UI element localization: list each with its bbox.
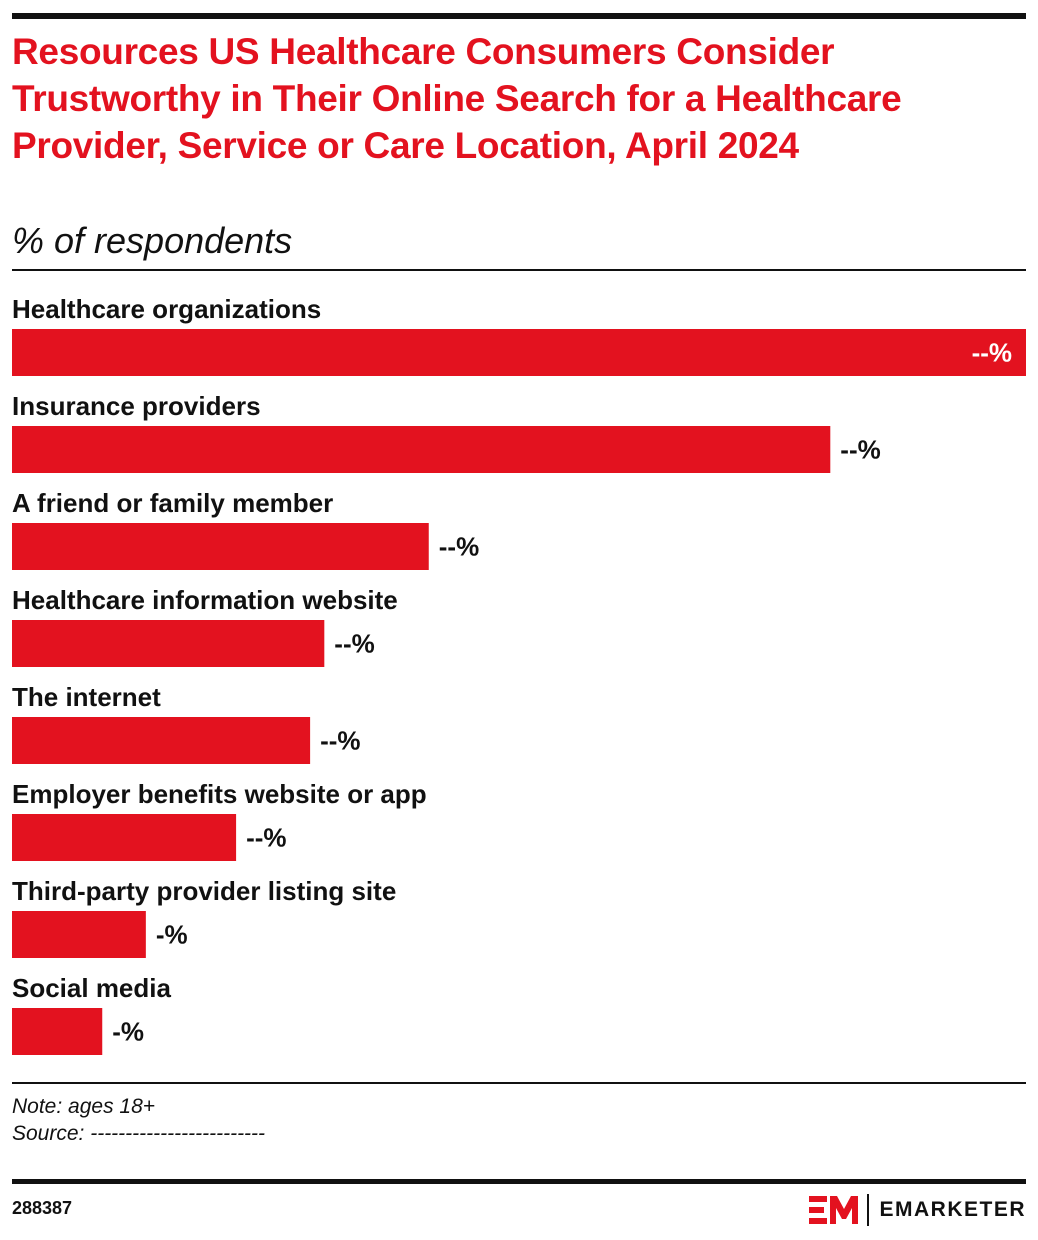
category-label-the-internet: The internet: [12, 682, 161, 712]
brand-logo: EMARKETER: [809, 1192, 1026, 1228]
value-label-a-friend-or-family-member: --%: [439, 532, 479, 562]
category-label-healthcare-organizations: Healthcare organizations: [12, 294, 321, 324]
note-text: Note: ages 18+: [12, 1095, 156, 1118]
bar-healthcare-information-website: [12, 620, 325, 667]
value-label-healthcare-information-website: --%: [334, 629, 374, 659]
chart-subtitle: % of respondents: [12, 220, 293, 261]
source-text: Source: -------------------------: [12, 1122, 266, 1145]
bar-social-media: [12, 1008, 103, 1055]
category-label-employer-benefits-website-or-app: Employer benefits website or app: [12, 779, 427, 809]
category-label-insurance-providers: Insurance providers: [12, 391, 261, 421]
chart-notes: Note: ages 18+ Source: -----------------…: [12, 1093, 265, 1147]
value-label-third-party-provider-listing-site: -%: [156, 920, 188, 950]
bar-insurance-providers: [12, 426, 831, 473]
header-divider: [12, 269, 1026, 271]
category-label-third-party-provider-listing-site: Third-party provider listing site: [12, 876, 396, 906]
bar-a-friend-or-family-member: [12, 523, 429, 570]
em-logo-icon: [809, 1196, 859, 1224]
bar-healthcare-organizations: [12, 329, 1026, 376]
category-label-a-friend-or-family-member: A friend or family member: [12, 488, 333, 518]
bar-employer-benefits-website-or-app: [12, 814, 237, 861]
value-label-employer-benefits-website-or-app: --%: [246, 823, 286, 853]
value-label-social-media: -%: [112, 1017, 144, 1047]
top-rule: [12, 13, 1026, 19]
value-label-the-internet: --%: [320, 726, 360, 756]
footer-divider: [12, 1082, 1026, 1084]
bottom-rule: [12, 1179, 1026, 1184]
category-label-social-media: Social media: [12, 973, 171, 1003]
chart-title: Resources US Healthcare Consumers Consid…: [12, 31, 902, 166]
brand-separator: [867, 1194, 870, 1226]
value-label-insurance-providers: --%: [840, 435, 880, 465]
brand-name: EMARKETER: [879, 1198, 1026, 1221]
bar-third-party-provider-listing-site: [12, 911, 146, 958]
value-label-healthcare-organizations: --%: [972, 338, 1012, 368]
category-label-healthcare-information-website: Healthcare information website: [12, 585, 398, 615]
chart-id: 288387: [12, 1198, 73, 1218]
bar-the-internet: [12, 717, 311, 764]
